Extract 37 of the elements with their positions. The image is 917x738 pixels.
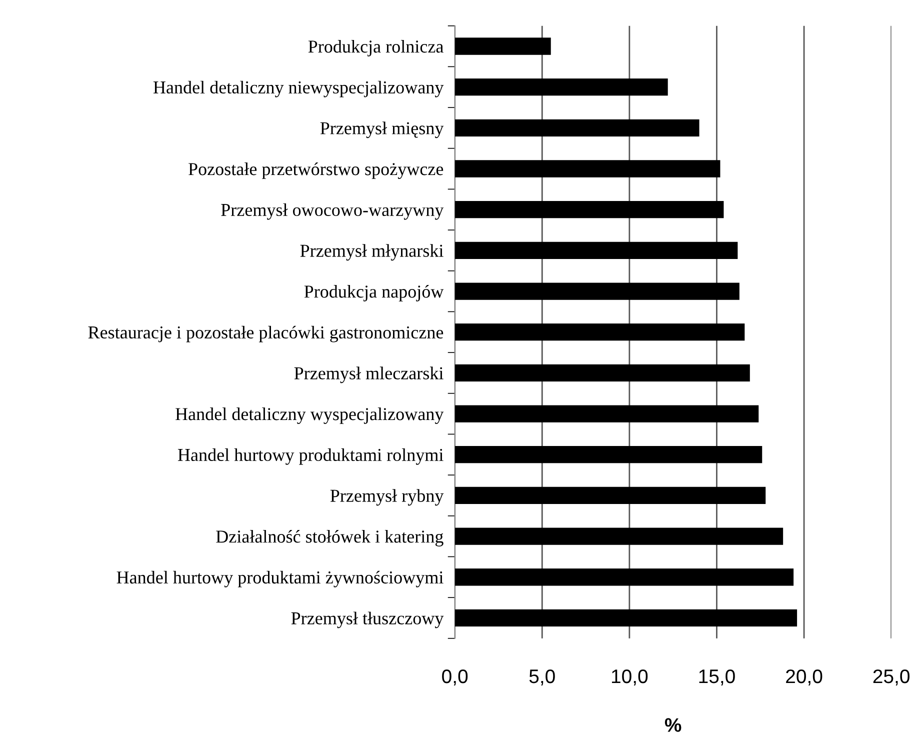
bar	[454, 405, 759, 422]
y-tick-label: Handel hurtowy produktami żywnościowymi	[116, 570, 444, 588]
y-tick-label: Produkcja rolnicza	[308, 40, 444, 56]
bar	[454, 609, 798, 627]
y-tick-label: Produkcja napojów	[304, 284, 444, 302]
bar	[454, 282, 740, 300]
bar	[454, 324, 745, 341]
bar	[454, 160, 720, 178]
x-tick-label: 25,0	[873, 669, 910, 686]
bar	[454, 364, 750, 382]
x-tick-label: 15,0	[699, 669, 735, 686]
bar	[454, 486, 766, 504]
y-tick-label: Pozostałe przetwórstwo spożywcze	[188, 162, 444, 179]
bar	[454, 78, 668, 96]
y-tick-label: Przemysł owocowo-warzywny	[221, 203, 444, 220]
y-tick-label: Działalność stołówek i katering	[216, 530, 444, 546]
y-tick-label: Przemysł rybny	[330, 489, 444, 506]
y-tick-label: Handel detaliczny niewyspecjalizowany	[153, 80, 444, 98]
bar	[454, 119, 700, 136]
bar	[454, 38, 551, 55]
x-tick-label: 10,0	[612, 669, 648, 686]
y-tick-label: Handel hurtowy produktami rolnymi	[178, 448, 444, 465]
x-tick-label: 5,0	[529, 669, 555, 686]
x-axis-title: %	[664, 718, 682, 732]
bar	[454, 446, 762, 464]
x-tick-label: 20,0	[786, 669, 822, 686]
y-tick-label: Przemysł młynarski	[300, 244, 444, 261]
bar	[454, 528, 784, 545]
bar	[454, 201, 724, 218]
bar	[454, 568, 794, 586]
y-tick-label: Przemysł mleczarski	[294, 366, 444, 384]
y-tick-label: Handel detaliczny wyspecjalizowany	[176, 408, 444, 424]
y-tick-label: Przemysł mięsny	[320, 122, 444, 138]
x-tick-label: 0,0	[442, 669, 468, 686]
y-tick-label: Restauracje i pozostałe placówki gastronomiczne	[88, 326, 444, 342]
y-tick-label: Przemysł tłuszczowy	[291, 612, 444, 628]
bar	[454, 242, 738, 260]
